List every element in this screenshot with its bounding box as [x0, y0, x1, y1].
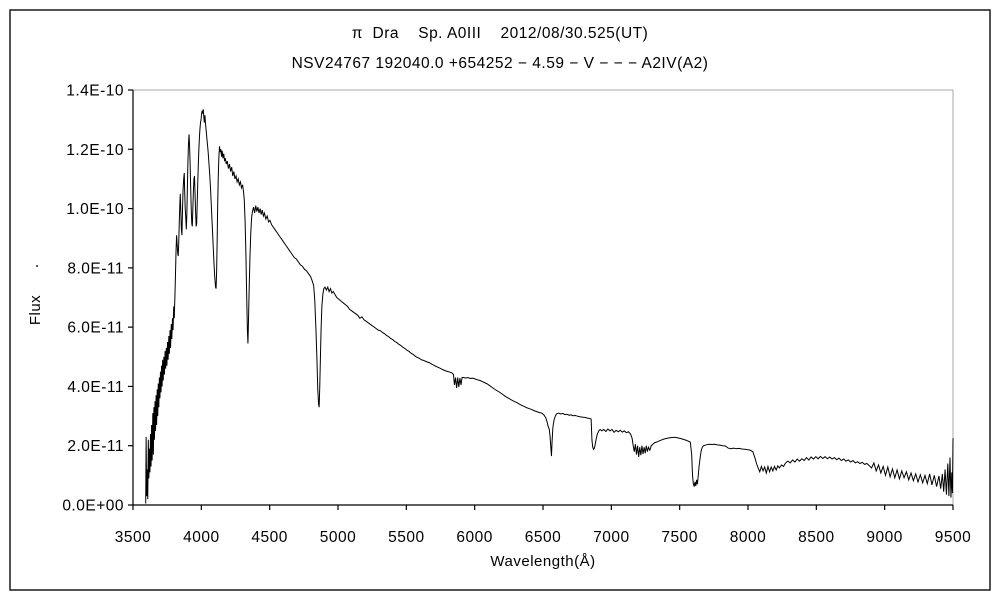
x-tick-label: 4500 — [251, 529, 287, 546]
y-axis-tick-labels: 0.0E+00 2.0E-11 4.0E-11 6.0E-11 8.0E-11 1.0E-… — [62, 83, 124, 515]
y-tick-label: 1.4E-10 — [66, 83, 124, 100]
x-axis-ticks — [132, 505, 954, 510]
x-axis-title: Wavelength(Å) — [490, 553, 595, 570]
y-tick-label: 1.2E-10 — [66, 142, 124, 159]
y-axis-ticks — [128, 89, 133, 506]
spectrum-curve — [145, 109, 954, 504]
x-tick-label: 4000 — [183, 529, 219, 546]
chart-title-line1: π Dra Sp. A0III 2012/08/30.525(UT) — [352, 25, 649, 42]
x-tick-label: 8000 — [730, 529, 766, 546]
x-axis-tick-labels: 3500 4000 4500 5000 5500 6000 6500 7000 7500 8000… — [115, 529, 971, 546]
x-tick-label: 9000 — [866, 529, 902, 546]
x-tick-label: 6000 — [456, 529, 492, 546]
y-tick-label: 6.0E-11 — [67, 320, 124, 337]
chart-title-line2: NSV24767 192040.0 +654252 − 4.59 − V − −… — [292, 55, 709, 72]
y-tick-label: 4.0E-11 — [67, 379, 124, 396]
x-tick-label: 7500 — [661, 529, 697, 546]
x-tick-label: 6500 — [525, 529, 561, 546]
stray-dot-artifact — [36, 265, 38, 267]
y-axis-title: Flux — [27, 295, 44, 325]
x-tick-label: 8500 — [798, 529, 834, 546]
x-tick-label: 5500 — [388, 529, 424, 546]
x-tick-label: 5000 — [320, 529, 356, 546]
y-tick-label: 8.0E-11 — [67, 260, 124, 277]
x-tick-label: 9500 — [935, 529, 971, 546]
plot-area-border — [132, 89, 954, 506]
x-tick-label: 3500 — [115, 529, 151, 546]
y-tick-label: 1.0E-10 — [66, 201, 124, 218]
y-tick-label: 2.0E-11 — [67, 438, 124, 455]
y-tick-label: 0.0E+00 — [62, 498, 124, 515]
x-tick-label: 7000 — [593, 529, 629, 546]
